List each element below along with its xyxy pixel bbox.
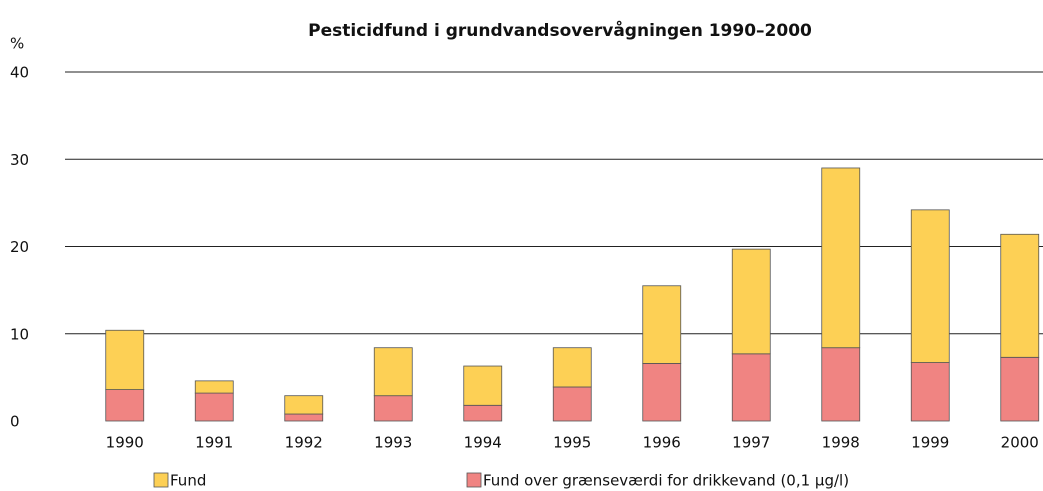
x-tick-label: 1994 [464,434,502,452]
bar-segment [194,380,234,394]
x-tick-label: 1990 [106,434,144,452]
chart-title: Pesticidfund i grundvandsovervågningen 1… [308,19,812,41]
bar-segment [284,395,324,415]
bar-segment [821,347,861,422]
x-tick-label: 1999 [911,434,949,452]
y-tick-label: 20 [10,238,29,256]
bar-segment [731,248,771,355]
bar-segment [642,285,682,364]
bar-segment [552,386,592,422]
y-tick-label: 40 [10,64,29,82]
bar-segment [821,167,861,349]
bar-segment [194,392,234,422]
bar-segment [105,389,145,422]
legend-swatch [153,472,169,488]
y-axis-label: % [10,35,24,53]
x-tick-label: 1993 [374,434,412,452]
bar-segment [373,395,413,422]
bar-segment [910,362,950,422]
y-tick-label: 10 [10,325,29,343]
x-tick-label: 1995 [553,434,591,452]
legend-label: Fund [170,472,206,490]
y-tick-label: 0 [10,413,20,431]
x-tick-label: 1992 [285,434,323,452]
bar-segment [373,347,413,397]
x-tick-label: 1991 [195,434,233,452]
bar-segment [463,365,503,406]
bar-segment [1000,356,1040,422]
legend-label: Fund over grænseværdi for drikkevand (0,… [483,472,849,490]
bar-segment [463,404,503,422]
bar-segment [1000,233,1040,358]
bar-segment [642,363,682,422]
x-tick-label: 1996 [643,434,681,452]
bar-segment [731,353,771,422]
legend-swatch [466,472,482,488]
x-tick-label: 1997 [732,434,770,452]
bar-segment [105,329,145,390]
x-tick-label: 1998 [822,434,860,452]
bar-segment [552,347,592,388]
x-tick-label: 2000 [1001,434,1039,452]
bar-segment [910,209,950,363]
y-tick-label: 30 [10,151,29,169]
bar-segment [284,413,324,422]
